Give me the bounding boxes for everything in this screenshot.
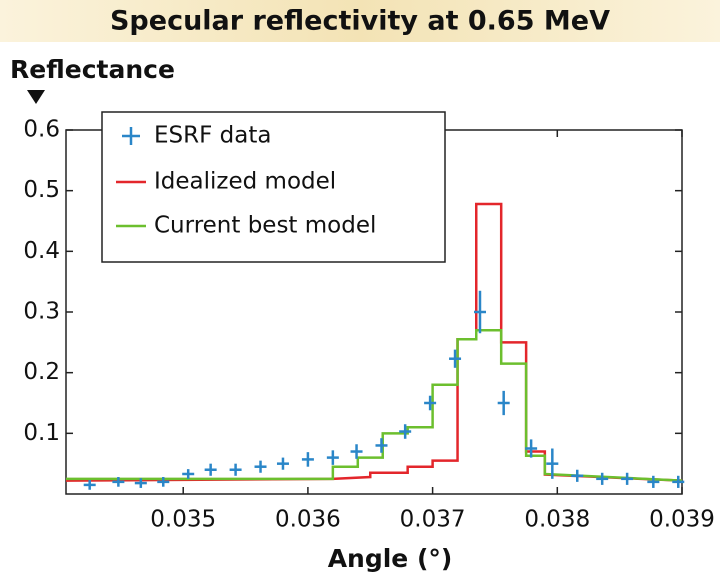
y-tick-label: 0.6 [23, 117, 60, 143]
legend-box [101, 111, 446, 263]
legend-label: ESRF data [154, 123, 271, 149]
x-tick-label: 0.037 [400, 507, 466, 533]
y-tick-label: 0.3 [23, 299, 60, 325]
y-axis-arrow [27, 90, 45, 104]
y-tick-label: 0.1 [23, 420, 60, 446]
x-axis-label: Angle (°) [328, 544, 453, 573]
model-line [66, 328, 683, 482]
y-axis-label: Reflectance [10, 55, 175, 84]
y-tick-label: 0.5 [23, 177, 60, 203]
title-banner [0, 0, 720, 42]
legend-label: Current best model [154, 213, 376, 239]
x-tick-label: 0.036 [275, 507, 341, 533]
legend-label: Idealized model [154, 169, 336, 195]
y-tick-label: 0.4 [23, 238, 60, 264]
x-tick-label: 0.038 [524, 507, 590, 533]
x-tick-label: 0.039 [649, 507, 715, 533]
y-tick-label: 0.2 [23, 359, 60, 385]
chart-title: Specular reflectivity at 0.65 MeV [110, 6, 610, 37]
x-tick-label: 0.035 [150, 507, 216, 533]
